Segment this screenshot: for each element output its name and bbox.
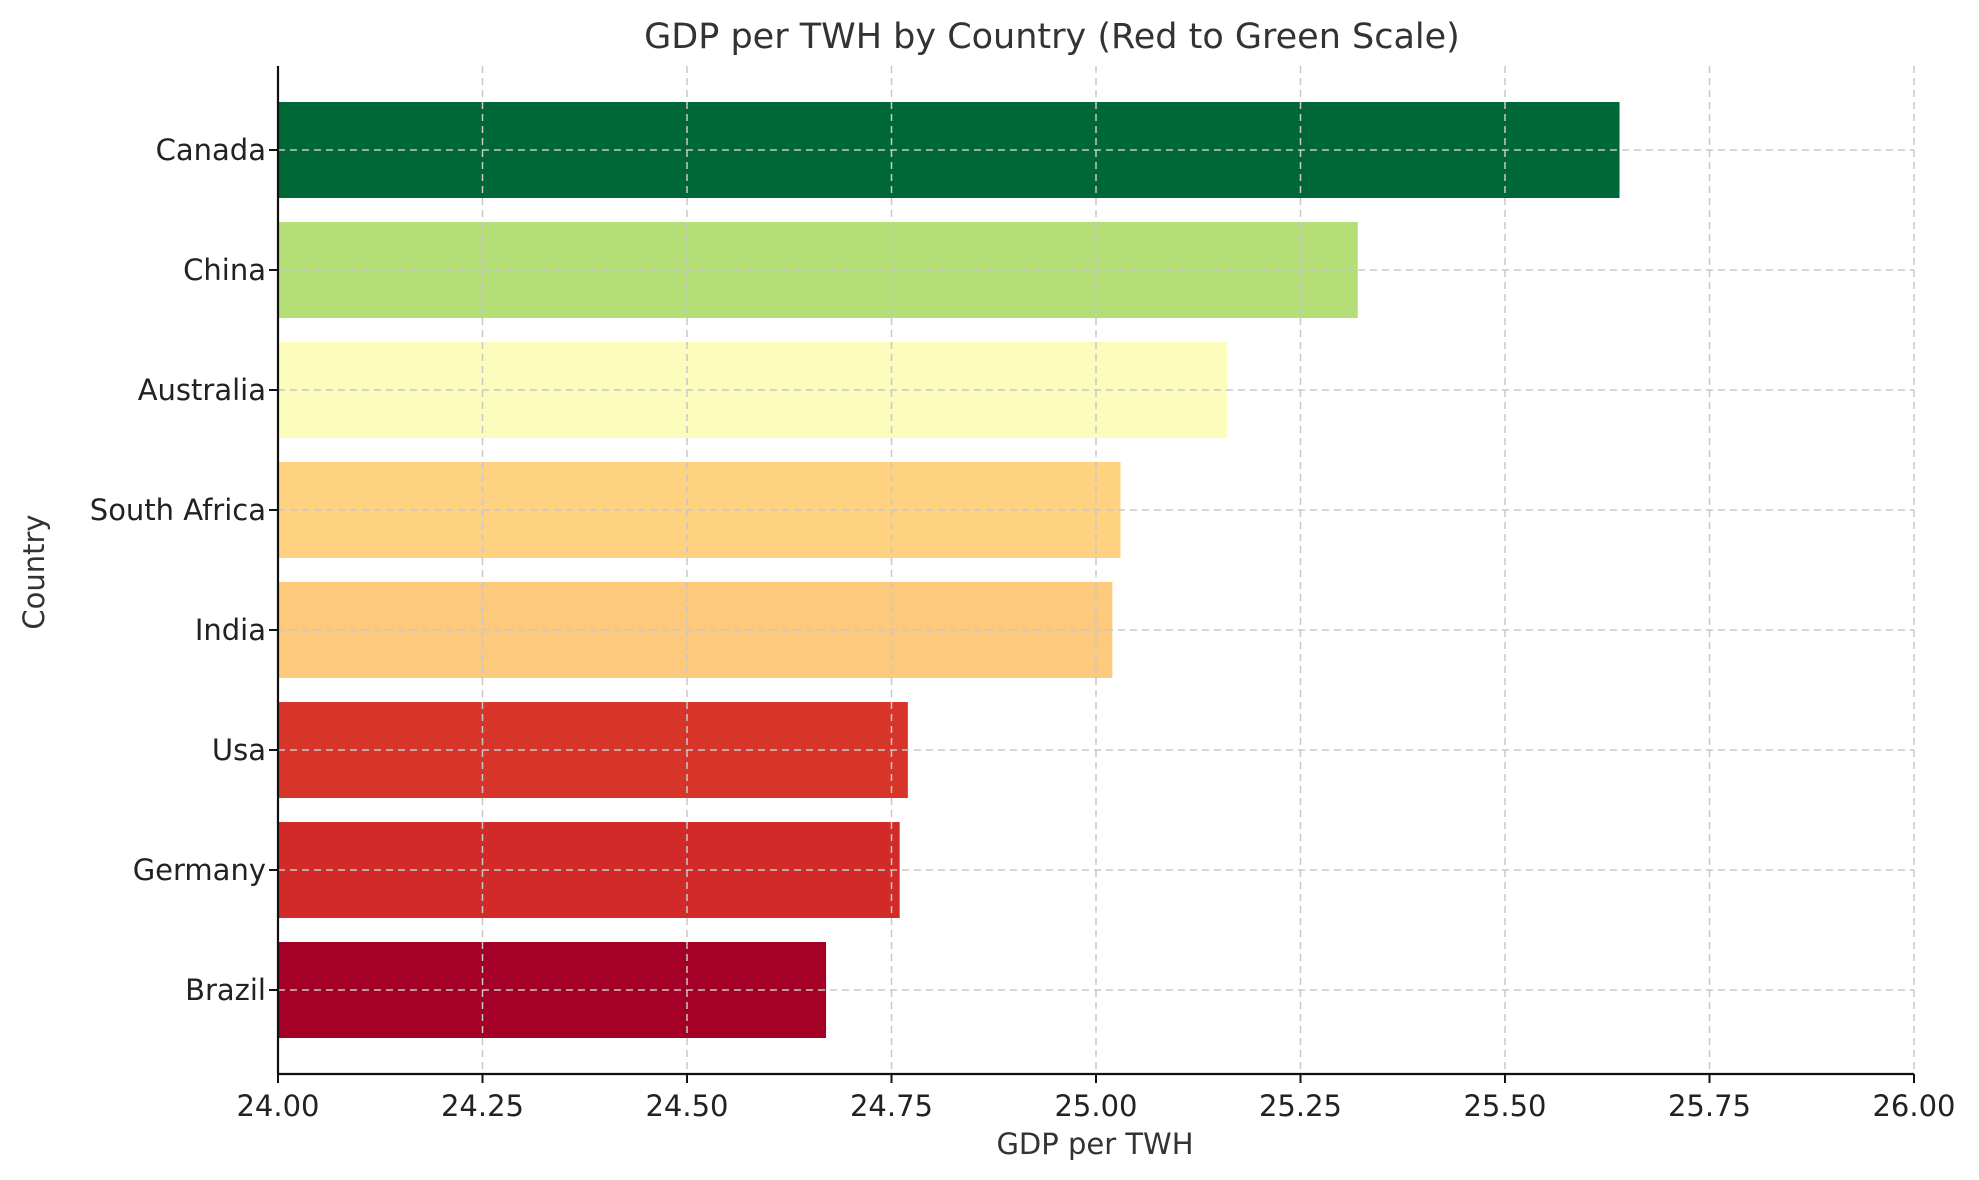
y-tick-label: Germany — [133, 853, 266, 887]
x-tick-label: 24.00 — [236, 1089, 319, 1123]
x-tick-label: 24.50 — [645, 1089, 728, 1123]
gridline-overlay — [277, 66, 1915, 1074]
tick-layer: 24.00 24.25 24.50 24.75 25.00 25.25 25.50 25.75… — [90, 133, 1956, 1123]
y-tick-label: China — [183, 253, 266, 287]
x-tick-label: 25.25 — [1259, 1089, 1342, 1123]
y-tick-label: Canada — [156, 133, 266, 167]
y-tick-label: Brazil — [185, 973, 266, 1007]
x-tick-label: 25.50 — [1463, 1089, 1546, 1123]
bar-layer — [278, 102, 1620, 1038]
x-tick-label: 24.25 — [441, 1089, 524, 1123]
x-tick-label: 24.75 — [850, 1089, 933, 1123]
x-tick-label: 25.75 — [1668, 1089, 1751, 1123]
bar-brazil — [278, 942, 827, 1038]
x-tick-label: 25.00 — [1054, 1089, 1137, 1123]
bar-india — [278, 582, 1113, 678]
chart-title: GDP per TWH by Country (Red to Green Sca… — [644, 17, 1460, 57]
y-tick-label: South Africa — [90, 493, 266, 527]
y-axis-label: Country — [17, 514, 51, 629]
bar-china — [278, 222, 1358, 318]
x-axis-label: GDP per TWH — [996, 1127, 1193, 1161]
y-tick-label: Australia — [138, 373, 266, 407]
y-tick-label: Usa — [212, 733, 266, 767]
y-tick-label: India — [195, 613, 266, 647]
x-tick-label: 26.00 — [1872, 1089, 1955, 1123]
